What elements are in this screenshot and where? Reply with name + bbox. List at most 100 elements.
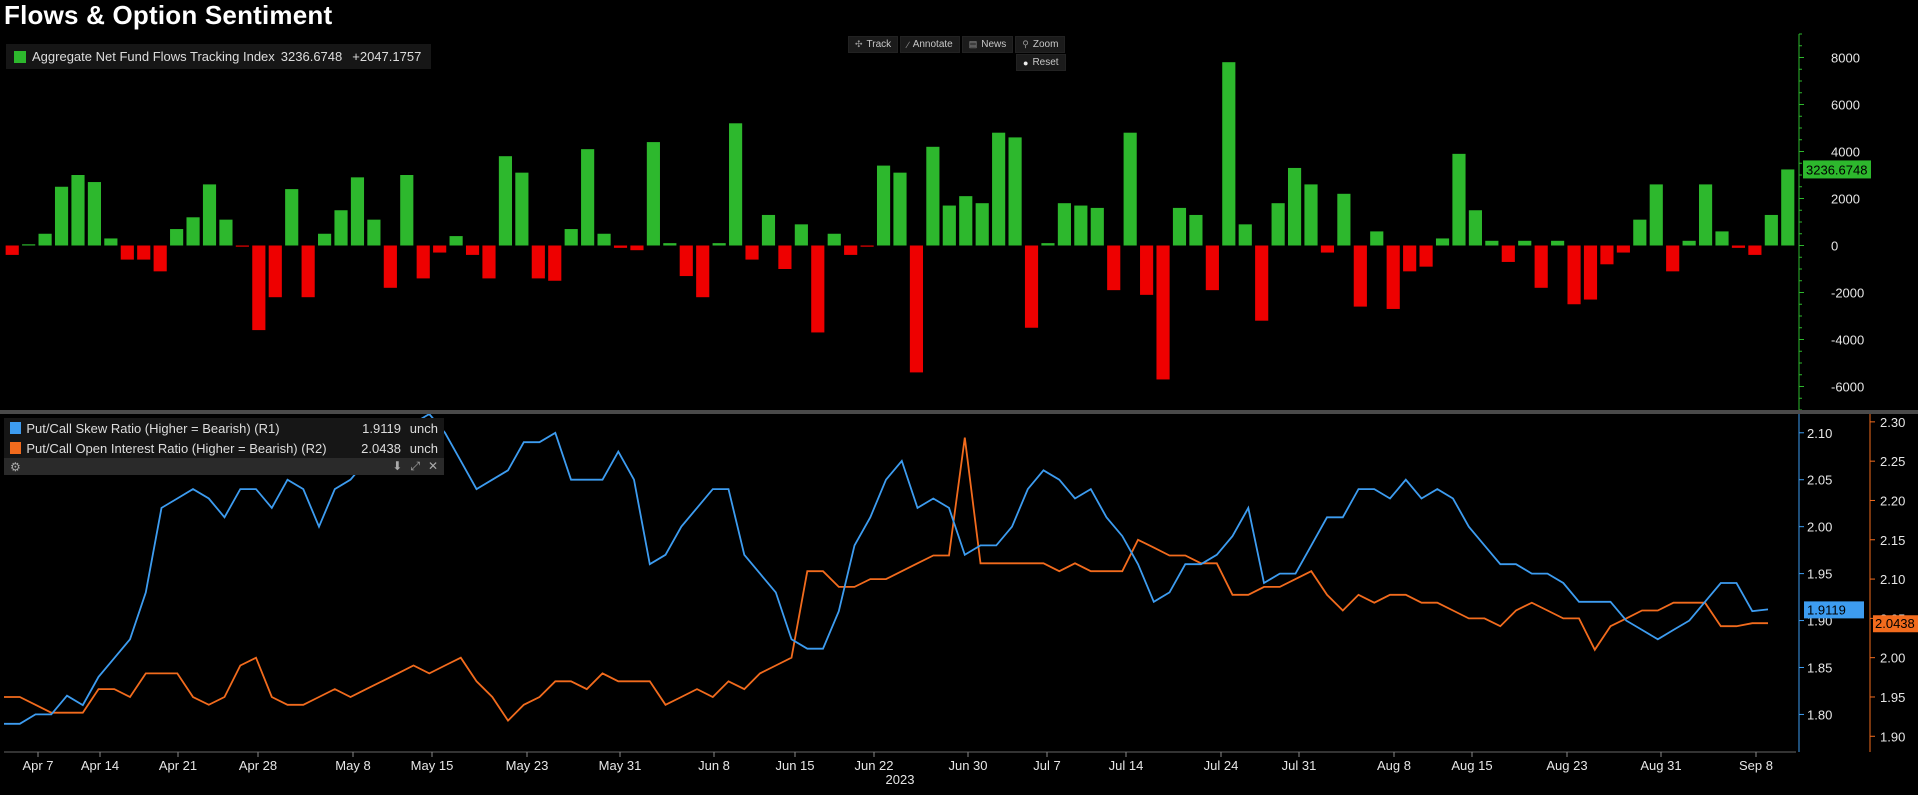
flow-bar-43 <box>712 243 726 246</box>
legend-tools: ⚙ ⬇ ⤢ ✕ <box>4 458 444 475</box>
oi-last-tag-label: 2.0438 <box>1875 616 1915 631</box>
flow-bar-0 <box>5 245 19 255</box>
flow-bar-44 <box>729 123 743 246</box>
sentiment-legend[interactable]: Put/Call Skew Ratio (Higher = Bearish) (… <box>4 418 444 475</box>
oi-legend-change: unch <box>409 440 438 456</box>
oi-legend-label: Put/Call Open Interest Ratio (Higher = B… <box>26 440 327 456</box>
zoom-button[interactable]: ⚲ Zoom <box>1015 36 1066 53</box>
flow-bar-104 <box>1715 231 1729 246</box>
flow-bar-68 <box>1123 132 1137 246</box>
reset-button[interactable]: ● Reset <box>1016 54 1066 71</box>
flow-bar-29 <box>482 245 496 279</box>
x-tick-label-15: Jul 31 <box>1282 758 1317 773</box>
flow-bar-83 <box>1370 231 1384 246</box>
flow-bar-102 <box>1682 240 1696 246</box>
flow-bar-98 <box>1616 245 1630 253</box>
flow-bar-13 <box>219 219 233 246</box>
expand-icon[interactable]: ⤢ <box>410 459 420 473</box>
pin-icon[interactable]: ⬇ <box>392 459 403 473</box>
flow-bar-25 <box>416 245 430 279</box>
flow-bar-87 <box>1435 238 1450 246</box>
flow-bar-55 <box>909 245 924 373</box>
legend-row-oi[interactable]: Put/Call Open Interest Ratio (Higher = B… <box>4 438 444 458</box>
x-tick-label-7: May 31 <box>599 758 642 773</box>
flow-bar-80 <box>1320 245 1335 253</box>
oi-tick-label-6: 2.20 <box>1880 493 1905 508</box>
news-label: News <box>981 39 1007 50</box>
flow-bar-107 <box>1764 214 1778 246</box>
panel-divider[interactable] <box>0 410 1918 414</box>
flow-bar-65 <box>1074 205 1088 246</box>
settings-icon[interactable]: ⚙ <box>10 459 21 474</box>
x-tick-label-9: Jun 15 <box>775 758 814 773</box>
oi-swatch <box>10 442 22 454</box>
flows-tick-label-7: 8000 <box>1831 51 1860 66</box>
x-tick-label-1: Apr 14 <box>81 758 119 773</box>
flows-legend[interactable]: Aggregate Net Fund Flows Tracking Index … <box>6 44 432 69</box>
annotate-button[interactable]: ∕ Annotate <box>900 36 960 53</box>
flow-bar-24 <box>400 175 414 246</box>
flow-bar-62 <box>1024 245 1039 328</box>
legend-row-skew[interactable]: Put/Call Skew Ratio (Higher = Bearish) (… <box>4 418 444 438</box>
flow-bar-3 <box>54 186 69 246</box>
oi-legend-last: 2.0438 <box>361 440 401 456</box>
flow-bar-58 <box>959 196 973 246</box>
x-tick-label-17: Aug 15 <box>1451 758 1492 773</box>
x-year-label: 2023 <box>886 772 915 787</box>
close-icon[interactable]: ✕ <box>427 459 438 473</box>
flow-bar-84 <box>1386 245 1400 309</box>
flow-bar-96 <box>1583 245 1598 300</box>
skew-legend-change: unch <box>409 420 438 436</box>
flow-bar-78 <box>1287 167 1302 246</box>
flow-bar-1 <box>22 244 36 246</box>
x-tick-label-19: Aug 31 <box>1640 758 1681 773</box>
track-label: Track <box>866 39 892 50</box>
skew-series-line <box>4 412 1769 725</box>
flow-bar-106 <box>1748 245 1762 255</box>
skew-legend-last: 1.9119 <box>362 420 401 436</box>
flow-bar-92 <box>1518 240 1532 246</box>
flow-bar-27 <box>449 236 463 246</box>
flow-bar-21 <box>350 177 365 246</box>
x-tick-label-0: Apr 7 <box>22 758 53 773</box>
flow-bar-57 <box>942 205 956 246</box>
flows-legend-last: 3236.6748 <box>280 49 343 64</box>
x-tick-label-18: Aug 23 <box>1546 758 1587 773</box>
x-tick-label-2: Apr 21 <box>159 758 197 773</box>
flow-bar-101 <box>1666 245 1680 272</box>
flow-bar-47 <box>778 245 792 269</box>
zoom-label: Zoom <box>1032 39 1059 50</box>
flow-bar-108 <box>1781 169 1795 246</box>
flow-bar-75 <box>1238 224 1252 246</box>
flow-bar-66 <box>1090 207 1104 246</box>
flow-bar-48 <box>794 224 808 246</box>
flow-bar-14 <box>235 245 249 247</box>
flow-bar-38 <box>630 245 644 251</box>
flows-legend-label: Aggregate Net Fund Flows Tracking Index <box>32 49 275 64</box>
magnifier-icon: ⚲ <box>1022 39 1029 49</box>
flows-tick-label-3: 0 <box>1831 239 1838 254</box>
flow-bar-12 <box>202 184 217 246</box>
x-tick-label-14: Jul 24 <box>1204 758 1239 773</box>
track-button[interactable]: ✣ Track <box>848 36 899 53</box>
flow-bar-10 <box>170 229 184 246</box>
x-tick-label-6: May 23 <box>506 758 549 773</box>
flow-bar-2 <box>38 233 52 246</box>
flow-bar-69 <box>1140 245 1154 295</box>
chart-toolbar: ✣ Track ∕ Annotate ▤ News ⚲ Zoom <box>848 36 1066 53</box>
flow-bar-64 <box>1057 203 1071 246</box>
flow-bar-51 <box>844 245 858 255</box>
flow-bar-8 <box>137 245 151 260</box>
flow-bar-89 <box>1468 210 1482 246</box>
news-button[interactable]: ▤ News <box>961 36 1014 53</box>
flow-bar-23 <box>383 245 397 288</box>
flow-bar-37 <box>613 245 628 248</box>
flow-bar-26 <box>433 245 447 253</box>
flow-bar-103 <box>1699 184 1713 246</box>
x-tick-label-12: Jul 7 <box>1033 758 1060 773</box>
flow-bar-54 <box>893 172 907 246</box>
flow-bar-56 <box>926 146 940 246</box>
flow-bar-16 <box>268 245 282 298</box>
flow-bar-45 <box>745 245 759 260</box>
